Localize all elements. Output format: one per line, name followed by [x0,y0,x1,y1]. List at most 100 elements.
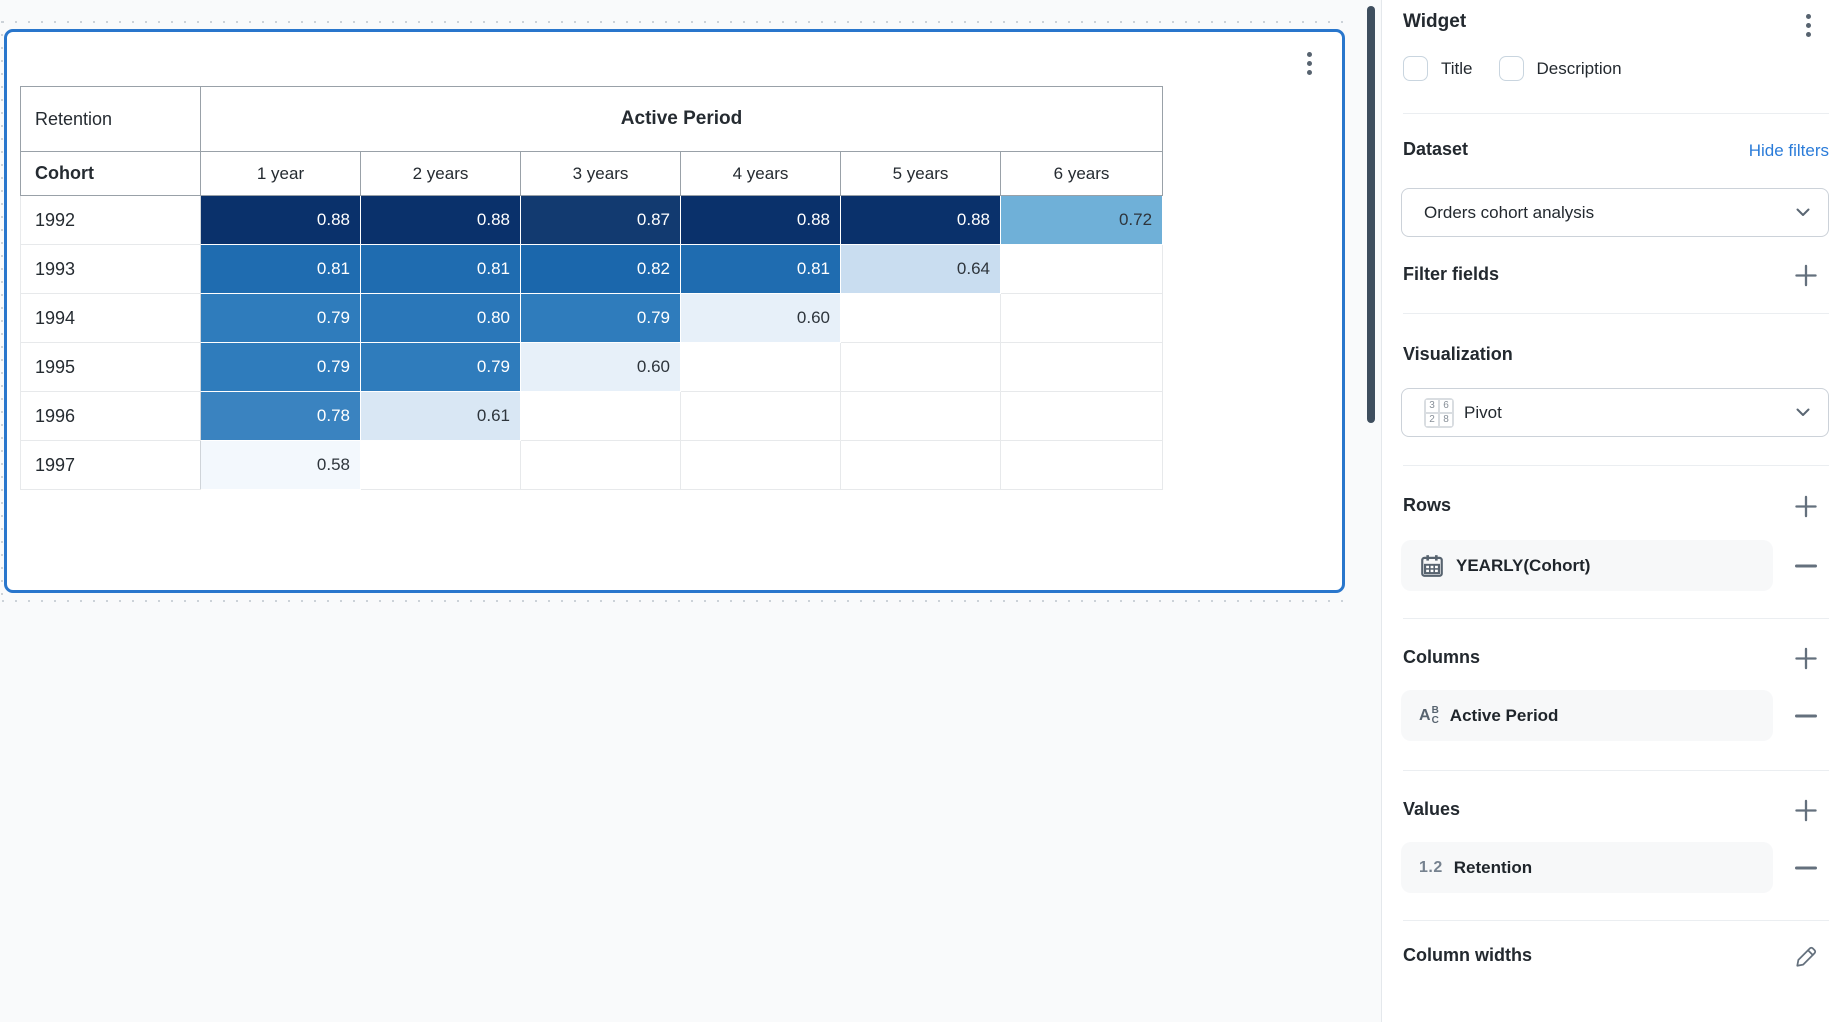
divider [1403,113,1829,114]
dataset-select[interactable]: Orders cohort analysis [1401,188,1829,237]
pivot-cell[interactable]: 0.61 [360,391,521,441]
rows-field-pill[interactable]: YEARLY(Cohort) [1401,540,1773,591]
pivot-cell[interactable]: 0.81 [360,244,521,294]
pivot-cell[interactable]: 0.79 [200,342,361,392]
minus-icon [1795,714,1817,717]
columns-heading: Columns [1403,647,1481,667]
pivot-icon-digit: 3 [1426,399,1438,412]
pivot-column-header: 3 years [520,151,681,196]
title-checkbox[interactable]: Title [1403,56,1473,81]
description-checkbox[interactable]: Description [1498,56,1622,81]
visualization-select-value: Pivot [1464,402,1502,422]
values-field-pill[interactable]: 1.2 Retention [1401,842,1773,893]
pivot-cell-empty [840,440,1001,490]
add-row-field-button[interactable] [1795,493,1817,519]
pivot-cell-empty [999,293,1164,343]
pivot-column-header: 1 year [200,151,361,196]
pivot-row-dimension-header: Cohort [20,151,201,196]
dataset-heading: Dataset [1403,139,1469,159]
pivot-cell[interactable]: 0.60 [680,293,841,343]
divider [1403,920,1829,921]
pivot-row-label: 1996 [20,391,201,441]
pivot-cell-empty [999,342,1164,392]
widget-settings-sidebar: Widget Title Description Dataset Hide fi… [1381,0,1836,1022]
pivot-cell[interactable]: 0.88 [840,195,1001,245]
pivot-cell-empty [520,440,681,490]
visualization-select[interactable]: 3 6 2 8 Pivot [1401,388,1829,437]
pivot-cell-empty [999,244,1164,294]
pivot-cell[interactable]: 0.60 [520,342,681,392]
abc-letter: A [1419,706,1431,724]
pivot-cell-empty [680,391,841,441]
divider [1403,465,1829,466]
remove-row-field-button[interactable] [1795,540,1817,591]
plus-icon [1795,647,1817,669]
sidebar-kebab-menu-icon[interactable] [1806,12,1811,39]
pivot-cell-empty [680,440,841,490]
columns-field-name: Active Period [1449,705,1559,725]
pivot-cell-empty [999,391,1164,441]
add-column-field-button[interactable] [1795,645,1817,671]
add-filter-field-button[interactable] [1795,262,1817,288]
pivot-cell[interactable]: 0.79 [200,293,361,343]
description-checkbox-label: Description [1536,58,1622,78]
remove-column-field-button[interactable] [1795,690,1817,741]
pivot-cell[interactable]: 0.88 [680,195,841,245]
pivot-corner-label: Retention [20,86,201,152]
pivot-cell[interactable]: 0.87 [520,195,681,245]
pivot-row: 1993 0.81 0.81 0.82 0.81 0.64 [20,244,1164,294]
pivot-cell[interactable]: 0.80 [360,293,521,343]
filter-fields-heading: Filter fields [1403,264,1500,284]
pivot-cell[interactable]: 0.82 [520,244,681,294]
widget-card[interactable]: Retention Active Period Cohort 1 year 2 … [4,29,1345,593]
pivot-cell[interactable]: 0.88 [200,195,361,245]
pivot-row-label: 1992 [20,195,201,245]
hide-filters-link[interactable]: Hide filters [1748,141,1829,160]
widget-display-options: Title Description [1403,56,1622,81]
pivot-cell[interactable]: 0.81 [200,244,361,294]
pivot-cell-empty [360,440,521,490]
rows-field-name: YEARLY(Cohort) [1456,555,1591,575]
checkbox-box [1498,56,1524,81]
pivot-icon-digit: 6 [1440,399,1452,412]
pivot-cell[interactable]: 0.78 [200,391,361,441]
pencil-icon [1796,946,1817,967]
grid-dots-top [2,21,1351,23]
plus-icon [1795,495,1817,517]
widget-kebab-menu-icon[interactable] [1307,50,1312,77]
pivot-table: Retention Active Period Cohort 1 year 2 … [20,86,1164,490]
pivot-cell[interactable]: 0.79 [360,342,521,392]
pivot-cell[interactable]: 0.72 [999,195,1164,245]
minus-icon [1795,866,1817,869]
pivot-row: 1992 0.88 0.88 0.87 0.88 0.88 0.72 [20,195,1164,245]
rows-heading: Rows [1403,495,1452,515]
grid-dots-left [1,21,3,601]
abc-letter: C [1431,714,1439,726]
pivot-visualization-icon: 3 6 2 8 [1424,397,1454,428]
canvas-scrollbar[interactable] [1367,6,1375,423]
pivot-cell[interactable]: 0.58 [200,440,361,490]
checkbox-box [1403,56,1428,81]
pivot-cell-empty [999,440,1164,490]
pivot-icon-digit: 8 [1440,413,1452,426]
pivot-cell-empty [520,391,681,441]
pivot-cell[interactable]: 0.88 [360,195,521,245]
minus-icon [1795,564,1817,567]
divider [1403,313,1829,314]
edit-column-widths-button[interactable] [1795,943,1817,971]
pivot-cell[interactable]: 0.81 [680,244,841,294]
pivot-cell-empty [840,391,1001,441]
pivot-row: 1995 0.79 0.79 0.60 [20,342,1164,392]
pivot-column-header: 2 years [360,151,521,196]
values-heading: Values [1403,799,1461,819]
pivot-cell[interactable]: 0.64 [840,244,1001,294]
dataset-select-value: Orders cohort analysis [1424,202,1595,222]
columns-field-pill[interactable]: A B C Active Period [1401,690,1773,741]
plus-icon [1795,264,1817,286]
add-value-field-button[interactable] [1795,797,1817,823]
remove-value-field-button[interactable] [1795,842,1817,893]
text-field-type-icon: A B C [1419,705,1439,726]
pivot-cell[interactable]: 0.79 [520,293,681,343]
pivot-column-header: 5 years [840,151,1001,196]
